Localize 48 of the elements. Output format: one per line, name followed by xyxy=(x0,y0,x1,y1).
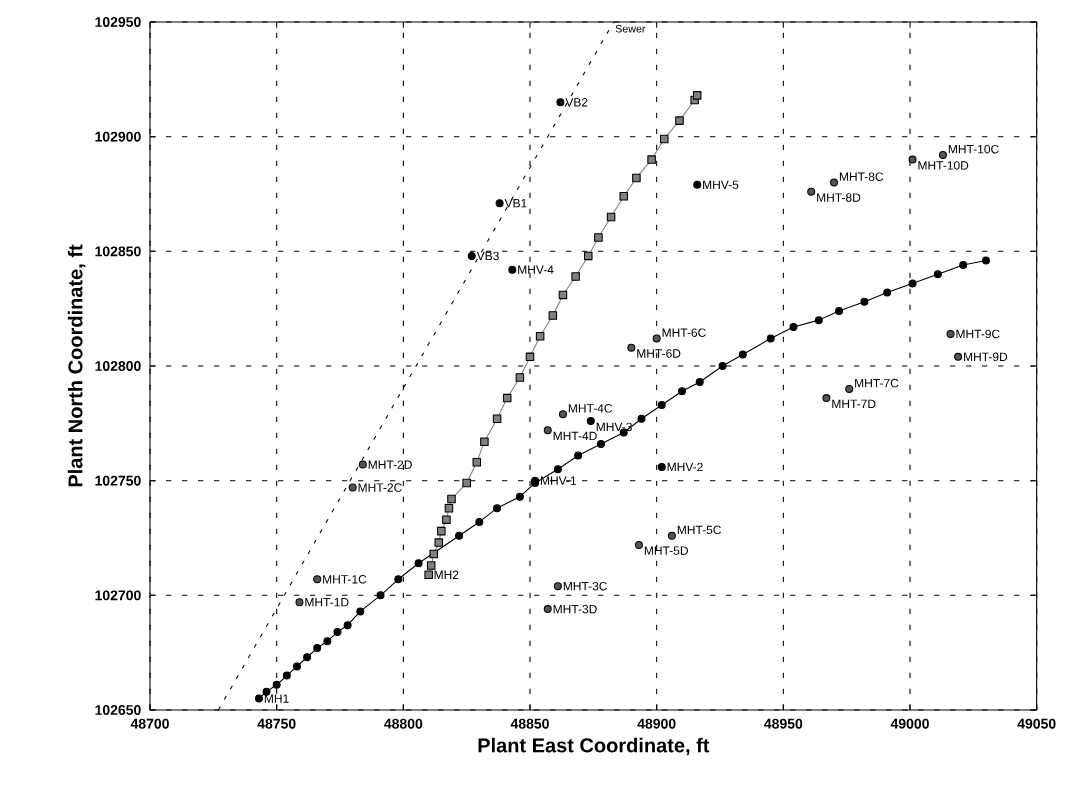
annotation: MHT-8D xyxy=(817,193,861,202)
annotation: MHT-5D xyxy=(644,546,688,555)
annotation: MHT-5C xyxy=(677,525,722,535)
annotation: MHT-8C xyxy=(839,172,884,181)
annotation: MHT-1D xyxy=(305,598,349,607)
y-tick-label: 102750 xyxy=(95,475,141,486)
x-tick-label: 48700 xyxy=(130,718,169,729)
x-axis-title: Plant East Coordinate, ft xyxy=(478,737,710,756)
y-tick-label: 102800 xyxy=(95,361,141,371)
annotation: MHT-9D xyxy=(964,352,1008,362)
annotation: MHV-5 xyxy=(703,180,739,190)
annotation: MH1 xyxy=(264,694,289,703)
annotation: MHT-3D xyxy=(553,604,597,614)
annotation: MHT-7C xyxy=(855,378,899,388)
y-tick-label: 102650 xyxy=(95,705,141,715)
x-tick-label: 48800 xyxy=(384,718,423,729)
x-tick-label: 48900 xyxy=(637,718,676,729)
annotation: VB2 xyxy=(565,98,588,107)
y-axis-title: Plant North Coordinate, ft xyxy=(67,244,86,487)
x-tick-label: 48850 xyxy=(510,718,549,729)
annotation: MHT-10D xyxy=(918,161,969,170)
annotation: MHT-10C xyxy=(948,144,999,154)
x-tick-label: 48750 xyxy=(257,718,296,729)
annotation: MHT-9C xyxy=(956,329,1000,339)
y-tick-label: 102900 xyxy=(95,131,141,142)
y-tick-label: 102700 xyxy=(95,590,141,601)
annotation: MHV-4 xyxy=(518,265,554,274)
annotation: MHV-2 xyxy=(667,462,703,472)
annotation: MHT-6D xyxy=(637,349,681,358)
annotation: MHV-3 xyxy=(596,422,632,432)
annotation: MHT-7D xyxy=(832,399,876,408)
annotation: MHT-2C xyxy=(358,483,402,492)
annotation: MHT-1C xyxy=(323,575,367,584)
x-tick-label: 48950 xyxy=(764,718,803,729)
annotation: MH2 xyxy=(434,570,459,579)
annotation: MHT-4C xyxy=(568,404,613,413)
annotation: VB3 xyxy=(476,251,499,261)
annotation: MHT-3C xyxy=(563,581,608,591)
annotation: MHT-6C xyxy=(662,328,706,337)
legend-label: Sewer xyxy=(615,24,646,33)
annotation: MHT-2D xyxy=(368,460,412,469)
x-tick-label: 49050 xyxy=(1017,718,1056,729)
y-tick-label: 102850 xyxy=(95,246,141,257)
annotation: MHT-4D xyxy=(553,431,597,441)
annotation: MHV-1 xyxy=(540,476,577,485)
y-tick-label: 102950 xyxy=(95,17,141,27)
x-tick-label: 49000 xyxy=(890,718,929,729)
annotation: VB1 xyxy=(504,199,527,208)
